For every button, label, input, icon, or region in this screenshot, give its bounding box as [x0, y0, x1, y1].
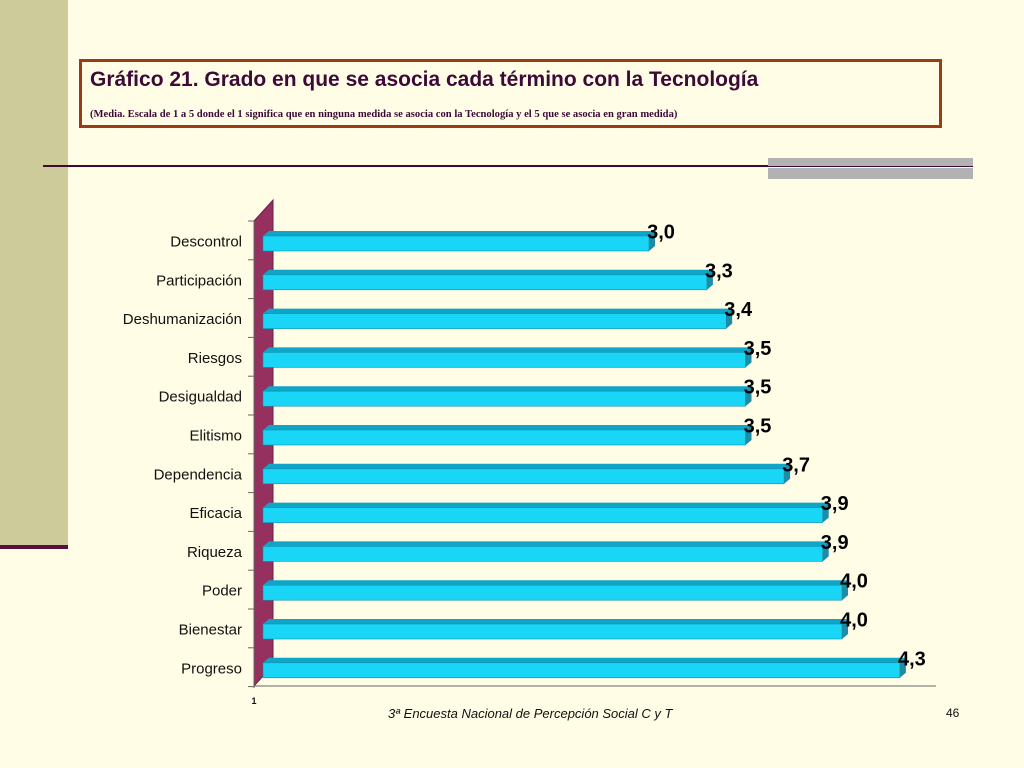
bar-top-face: [263, 463, 791, 469]
bar-top-face: [263, 580, 848, 586]
bar: [262, 313, 727, 329]
y-tick-label: Riesgos: [188, 350, 242, 367]
header-divider: [43, 165, 973, 167]
footer-source: 3ª Encuesta Nacional de Percepción Socia…: [388, 706, 673, 721]
data-label: 3,5: [744, 377, 772, 399]
y-tick-label: Eficacia: [189, 505, 242, 522]
bar-top-face: [263, 425, 752, 430]
bar-end-face: [726, 308, 733, 329]
bar-end-face: [745, 386, 752, 407]
data-label: 4,3: [898, 648, 926, 670]
bar: [262, 507, 824, 523]
y-tick-label: Riqueza: [187, 544, 243, 561]
y-tick-label: Desigualdad: [159, 389, 242, 406]
y-tick-label: Participación: [156, 272, 242, 289]
data-label: 3,5: [744, 338, 772, 360]
bar: [262, 584, 843, 601]
bar-end-face: [822, 502, 829, 523]
bar-top-face: [263, 541, 829, 547]
x-tick-label: 1: [251, 696, 256, 706]
bar-end-face: [822, 541, 829, 562]
bar: [262, 546, 824, 562]
bar-end-face: [899, 657, 906, 678]
bar-top-face: [263, 231, 655, 236]
bar-top-face: [263, 657, 906, 663]
bar: [262, 390, 746, 407]
data-label: 3,4: [724, 299, 753, 321]
bar-top-face: [263, 619, 848, 624]
y-tick-label: Bienestar: [179, 622, 242, 639]
bar-end-face: [842, 619, 848, 639]
left-decor-rule: [0, 545, 68, 549]
chart-subtitle: (Media. Escala de 1 a 5 donde el 1 signi…: [90, 109, 678, 120]
bar: [262, 623, 843, 640]
bar-end-face: [745, 347, 752, 368]
bar: [262, 429, 746, 446]
data-label: 4,0: [840, 571, 868, 593]
bar: [262, 352, 746, 368]
y-tick-label: Elitismo: [189, 428, 242, 445]
bar: [262, 274, 708, 291]
bar-top-face: [263, 308, 733, 314]
title-box: Gráfico 21. Grado en que se asocia cada …: [79, 59, 942, 128]
y-tick-label: Progreso: [181, 660, 242, 677]
header-accent-bar: [768, 168, 973, 179]
bar: [262, 662, 901, 679]
chart-title: Gráfico 21. Grado en que se asocia cada …: [90, 68, 759, 91]
data-label: 4,0: [840, 610, 868, 632]
bar-end-face: [784, 463, 791, 484]
left-decor-band: [0, 0, 68, 548]
bar-top-face: [263, 269, 713, 275]
data-label: 3,5: [744, 416, 772, 438]
bar-end-face: [745, 425, 752, 445]
bar-end-face: [649, 231, 655, 251]
bar-end-face: [842, 580, 848, 601]
y-tick-label: Deshumanización: [123, 311, 242, 328]
y-tick-label: Dependencia: [154, 466, 243, 483]
data-label: 3,7: [782, 454, 810, 476]
data-label: 3,9: [821, 493, 849, 515]
data-label: 3,9: [821, 532, 849, 554]
y-tick-label: Poder: [202, 583, 242, 600]
bar-top-face: [263, 502, 829, 508]
bar: [262, 468, 785, 485]
page-number: 46: [946, 706, 960, 720]
bar: [262, 235, 650, 252]
data-label: 3,3: [705, 260, 733, 282]
y-tick-label: Descontrol: [170, 234, 242, 251]
bar-end-face: [706, 269, 713, 290]
header-accent-bar: [768, 158, 973, 166]
data-label: 3,0: [647, 222, 675, 244]
bar-top-face: [263, 347, 752, 353]
bar-top-face: [263, 386, 752, 392]
